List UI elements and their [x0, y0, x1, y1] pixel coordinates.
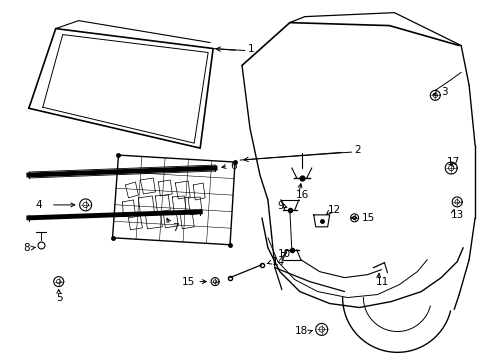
- Text: 1: 1: [247, 44, 254, 54]
- Text: 17: 17: [447, 157, 460, 167]
- Text: 11: 11: [375, 276, 388, 287]
- Text: 8: 8: [23, 243, 29, 253]
- Text: 16: 16: [295, 190, 308, 200]
- Text: 12: 12: [327, 205, 340, 215]
- Text: 3: 3: [440, 87, 447, 97]
- Text: 4: 4: [36, 200, 42, 210]
- Text: 6: 6: [229, 161, 236, 171]
- Text: 7: 7: [172, 223, 179, 233]
- Text: 14: 14: [271, 257, 285, 267]
- Text: 18: 18: [294, 327, 307, 336]
- Text: 2: 2: [354, 145, 361, 155]
- Text: 15: 15: [182, 276, 195, 287]
- Text: 9: 9: [277, 201, 284, 211]
- Text: 15: 15: [361, 213, 374, 223]
- Text: 13: 13: [450, 210, 464, 220]
- Text: 10: 10: [277, 249, 290, 259]
- Text: 5: 5: [56, 293, 62, 302]
